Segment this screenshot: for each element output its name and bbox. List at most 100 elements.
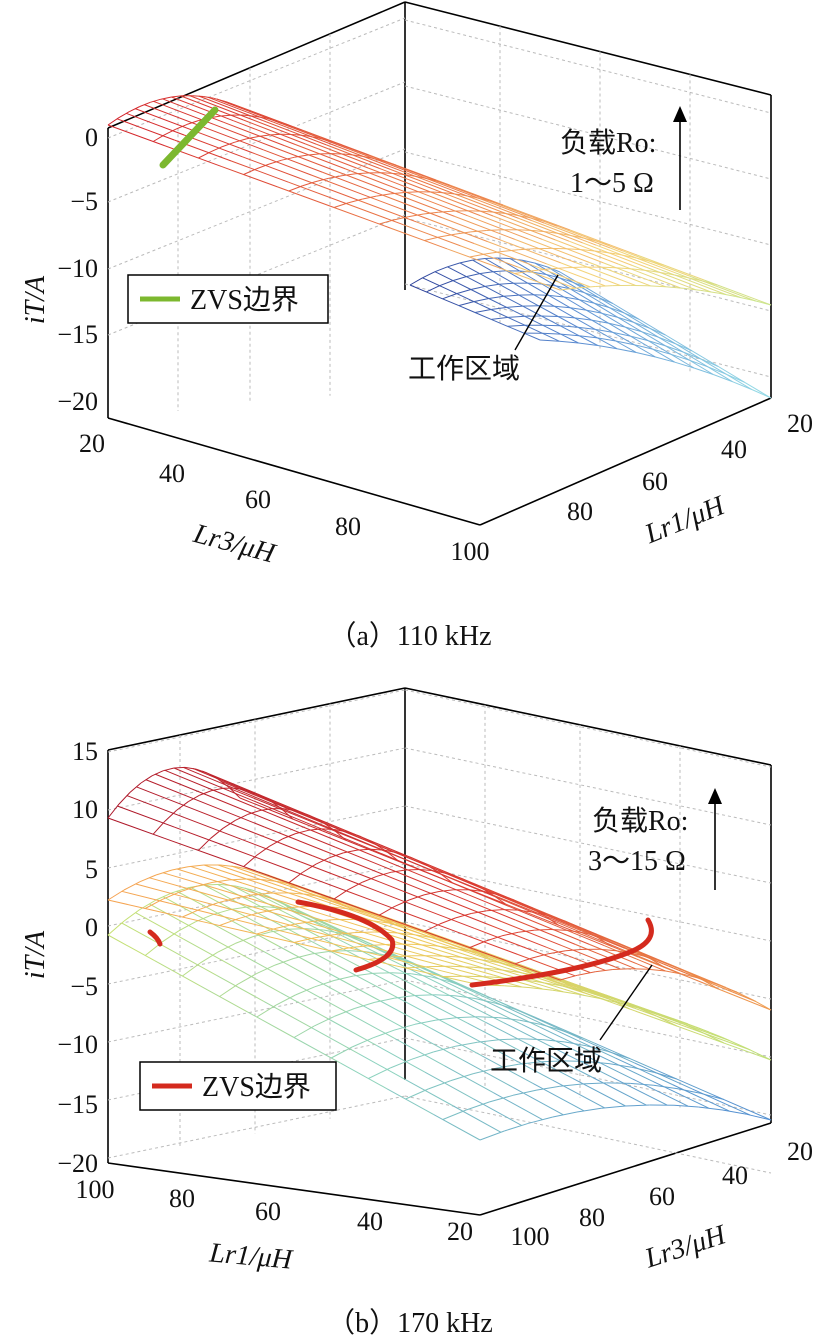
panel-b-surface-mid-wire (649, 1010, 675, 1020)
panel-a-zvs-boundary (159, 106, 219, 169)
panel-b-surface-mid-wire (601, 998, 626, 1005)
panel-b-zvs-boundary-3 (469, 917, 654, 988)
panel-a-surface-low-wire (479, 273, 500, 285)
panel-b-surface-low-wire (576, 1107, 602, 1113)
panel-b-surface-low-wire (504, 1122, 529, 1132)
panel-b-surface-low-wire (631, 1066, 655, 1073)
panel-b-surface-mid-wire (435, 945, 457, 950)
panel-a-surface-high-wire (454, 215, 516, 240)
panel-b-surface-mid-wire (280, 922, 329, 936)
panel-a-surface-high-wire (242, 119, 306, 145)
panel-a-surface-low-wire (466, 273, 480, 278)
panel-a-surface-high-wire (284, 145, 346, 170)
panel-a-surface-low-wire (426, 285, 440, 293)
panel-a-surface-low-wire (497, 257, 511, 260)
panel-b-surface-low-wire (489, 1094, 514, 1103)
panel-b-surface-mid-wire (394, 932, 415, 936)
panel-b-surface-mid-wire (559, 985, 584, 991)
panel-a-surface-low-wire (538, 305, 559, 317)
panel-b-surface-mid-wire (162, 872, 214, 888)
panel-a-surface-low-wire (459, 259, 473, 264)
panel-b-surface-high-wire (360, 835, 374, 844)
panel-a-surface-low-wire (506, 270, 528, 284)
panel-b-surface-high-wire (391, 869, 406, 873)
panel-b-surface-low-wire (450, 1073, 474, 1082)
panel-a-surface-high-wire (647, 260, 664, 266)
panel-b-surface-high-wire (486, 909, 503, 912)
panel-b-surface-mid-wire (330, 906, 349, 910)
panel-a-surface-low-wire (641, 331, 666, 347)
panel-a-surface-high-wire (263, 149, 323, 173)
panel-a-surface-low-wire (595, 328, 613, 333)
panel-a-surface-high-wire (213, 123, 275, 148)
panel-a-surface-high-wire (315, 177, 330, 183)
panel-b-ztick-1: 10 (72, 795, 98, 824)
panel-b-surface-low-wire (263, 1000, 312, 1029)
panel-a-surface-low-wire (665, 345, 690, 361)
panel-a-gridline (107, 81, 406, 203)
panel-a-surface-low-wire (578, 299, 595, 304)
panel-a-surface-high-wire (557, 225, 624, 252)
panel-b-region-label: 工作区域 (490, 1045, 602, 1077)
panel-b-surface-high-wire (333, 829, 347, 841)
panel-a-surface-low-wire (563, 296, 587, 311)
panel-b-surface-low-wire (235, 885, 253, 891)
panel-b-surface-mid-wire (391, 923, 412, 929)
panel-b-surface-low-wire (483, 999, 541, 1028)
panel-b-surface-high-wire (282, 833, 296, 840)
panel-b-surface-high-wire (362, 875, 378, 883)
panel-b-surface-low-wire (161, 930, 180, 943)
panel-a-surface-low-wire (601, 312, 619, 318)
panel-b-surface-mid-wire (700, 1031, 725, 1044)
panel-a-surface-high-wire (470, 230, 487, 233)
panel-b-surface-low-wire (162, 896, 214, 925)
panel-b-surface-high-wire (285, 807, 352, 835)
panel-a-surface-low-wire (442, 298, 459, 307)
panel-b-surface-high-wire (323, 850, 384, 875)
panel-a-surface-high-wire (579, 236, 595, 242)
panel-a-surface-low-wire (557, 316, 579, 328)
panel-a-surface-low-wire (630, 335, 653, 350)
panel-a-surface-low-wire (563, 296, 580, 301)
panel-b-surface-high-wire (235, 813, 248, 821)
panel-a-surface-high-wire (501, 239, 561, 264)
panel-a-load-annotation: 负载Ro: 1～5 Ω (560, 106, 687, 210)
panel-a-surface-high-wire (428, 218, 488, 243)
panel-a-surface-low-wire (439, 285, 457, 295)
panel-a-surface-high-wire (306, 153, 320, 156)
panel-b-surface-high-wire (548, 950, 566, 955)
panel-b-surface-low-wire (200, 985, 248, 1013)
panel-a-surface-low-wire (458, 301, 474, 307)
panel-b-surface-low-wire (557, 1030, 616, 1059)
panel-b-surface-high-wire (308, 828, 322, 831)
panel-a-surface-high-wire (482, 210, 498, 213)
panel-b-surface-high-wire (246, 789, 259, 795)
panel-a-surface-high-wire (505, 216, 570, 242)
panel-a-surface-low-wire (670, 353, 690, 361)
panel-b-surface-high-wire (343, 849, 358, 854)
panel-b-surface-low-wire (405, 1079, 454, 1107)
panel-b-surface-high-wire (210, 827, 224, 839)
panel-b-surface-mid-wire (462, 961, 514, 978)
panel-a-surface-low-wire (484, 257, 498, 259)
panel-b-surface-low-wire (536, 1085, 560, 1091)
panel-a-surface-high-wire (632, 268, 650, 272)
panel-b-surface-high-wire (599, 936, 617, 943)
panel-a-surface-high-wire (531, 264, 591, 288)
panel-a-surface-high-wire (609, 247, 676, 274)
panel-a-surface-high-wire (337, 146, 403, 172)
panel-b-surface-low-wire (376, 1045, 426, 1073)
panel-a-surface-low-wire (422, 277, 440, 287)
panel-b-surface-low-wire (135, 912, 184, 940)
panel-b-ztick-2: 5 (85, 855, 98, 884)
panel-b-surface-low-wire (633, 1062, 693, 1090)
panel-a-surface-high-wire (128, 106, 141, 113)
panel-a-surface-high-wire (175, 123, 188, 130)
panel-b-surface-low-wire (586, 1061, 610, 1065)
panel-b-surface-low-wire (293, 1037, 341, 1064)
panel-a-surface-high-wire (294, 134, 307, 137)
panel-b-surface-high-wire (277, 878, 335, 900)
panel-a-surface-high-wire (382, 160, 396, 166)
panel-a-surface-low-wire (447, 262, 461, 268)
